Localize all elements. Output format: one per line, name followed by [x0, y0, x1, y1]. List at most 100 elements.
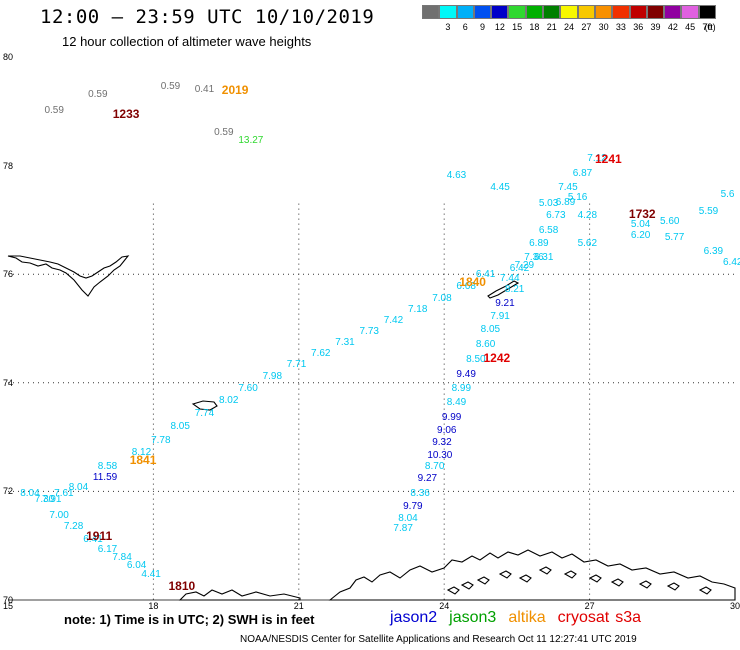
wave-height-value: 4.45	[490, 182, 510, 194]
wave-height-value: 4.63	[446, 170, 467, 182]
wave-height-value: 8.02	[218, 395, 239, 407]
wave-height-value: 9.49	[456, 368, 476, 380]
color-scale-swatches	[422, 5, 734, 19]
pass-time-label: 1841	[129, 453, 157, 468]
wave-height-value: 9.99	[441, 411, 462, 423]
scale-swatch	[594, 5, 613, 19]
scale-swatch	[577, 5, 595, 19]
wave-height-value: 5.60	[659, 215, 680, 227]
pass-time-label: 1233	[112, 107, 140, 121]
scale-swatch	[629, 5, 647, 19]
wave-height-value: 7.29	[514, 260, 535, 272]
wave-height-value: 7.42	[383, 314, 404, 326]
coast-island	[666, 582, 680, 591]
wave-height-value: 8.21	[504, 284, 525, 296]
wave-height-value: 6.39	[703, 246, 724, 258]
pass-time-label: 1911	[86, 528, 113, 543]
wave-height-value: 7.28	[63, 520, 84, 532]
wave-height-value: 0.59	[44, 105, 64, 117]
wave-height-value: 7.18	[407, 304, 428, 316]
wave-height-value: 9.27	[417, 473, 438, 485]
wave-height-value: 9.21	[495, 297, 515, 309]
wave-height-value: 6.87	[572, 167, 593, 179]
satellite-legend: jason2 jason3 altika cryosat s3a	[390, 609, 653, 627]
scale-swatch	[664, 5, 682, 19]
scale-swatch	[560, 5, 578, 19]
scale-swatch	[473, 5, 492, 19]
wave-height-value: 8.49	[446, 397, 467, 409]
scale-swatch	[681, 5, 699, 19]
wave-height-value: 5.77	[664, 231, 685, 243]
wave-height-value: 6.20	[630, 230, 651, 242]
wave-height-value: 5.6	[720, 189, 735, 201]
wave-height-value: 13.27	[238, 135, 264, 147]
wave-height-value: 0.59	[214, 127, 234, 139]
satellite-name: s3a	[615, 609, 642, 626]
wave-height-value: 6.42	[723, 257, 740, 269]
wave-height-value: 6.68	[456, 281, 476, 293]
wave-height-value: 8.04	[68, 481, 89, 493]
longitude-label: 30	[730, 601, 740, 611]
wave-height-value: 7.87	[393, 523, 413, 535]
wave-height-value: 8.05	[170, 421, 190, 433]
scale-swatch	[439, 5, 457, 19]
wave-height-value: 7.08	[432, 292, 452, 304]
longitude-label: 27	[584, 601, 595, 611]
wave-height-value: 8.04	[20, 488, 40, 500]
norway-coastline	[328, 549, 736, 601]
wave-height-value: 7.12	[587, 153, 607, 165]
wave-height-value: 4.41	[141, 569, 161, 581]
wave-height-value: 0.59	[160, 80, 181, 92]
scale-label: 12	[494, 22, 505, 32]
scale-swatch	[456, 5, 474, 19]
scale-swatch	[543, 5, 561, 19]
scale-swatch	[646, 5, 665, 19]
wave-height-value: 7.78	[151, 434, 171, 446]
wave-height-value: 6.58	[538, 224, 559, 236]
wave-height-value: 7.60	[238, 383, 258, 395]
pass-time-label: 1242	[483, 351, 511, 366]
wave-height-value: 6.41	[475, 269, 496, 281]
longitude-label: 21	[293, 601, 304, 611]
coast-island	[588, 574, 602, 583]
pass-time-label: 2019	[221, 82, 249, 97]
scale-label: 33	[615, 22, 626, 32]
scale-label: 45	[685, 22, 696, 32]
scale-label: 15	[512, 22, 523, 32]
scale-label: 42	[667, 22, 678, 32]
scale-swatch	[698, 5, 717, 19]
scale-swatch	[508, 5, 526, 19]
wave-height-value: 5.62	[577, 238, 598, 250]
wave-height-value: 9.06	[437, 424, 457, 436]
scale-label: 9	[480, 22, 486, 32]
wave-height-value: 9.79	[403, 500, 423, 512]
wave-height-value: 7.62	[311, 348, 331, 360]
footnote: note: 1) Time is in UTC; 2) SWH is in fe…	[64, 612, 315, 627]
scale-label: 30	[598, 22, 609, 32]
pass-time-label: 1241	[594, 152, 622, 167]
wave-height-value: 11.59	[92, 471, 118, 483]
pass-time-label: 1810	[168, 579, 196, 594]
satellite-name: jason2	[390, 609, 438, 626]
wave-height-value: 6.04	[126, 559, 147, 571]
wave-height-value: 6.73	[546, 209, 566, 221]
wave-height-value: 7.91	[490, 310, 510, 322]
satellite-name: altika	[508, 609, 546, 626]
coast-island	[698, 586, 712, 595]
color-scale-labels: 3 6 9 12 15 18 21 24 27 30 33 36 39 42 45 70 (ft)	[422, 19, 734, 33]
wave-height-value: 6.89	[555, 196, 576, 208]
wave-height-value: 6.42	[509, 262, 530, 274]
wave-height-value: 6.41	[83, 534, 103, 546]
scale-label: 27	[581, 22, 592, 32]
scale-label: 36	[633, 22, 644, 32]
wave-height-value: 8.36	[410, 488, 430, 500]
wave-height-value: 5.16	[567, 192, 588, 204]
svalbard-coastline	[7, 255, 130, 297]
coast-island	[563, 570, 577, 579]
wave-height-value: 7.36	[524, 251, 544, 263]
wave-height-value: 5.04	[630, 219, 651, 231]
wave-height-value: 0.41	[194, 83, 215, 95]
latitude-label: 76	[3, 269, 14, 280]
satellite-name: cryosat	[557, 609, 610, 626]
